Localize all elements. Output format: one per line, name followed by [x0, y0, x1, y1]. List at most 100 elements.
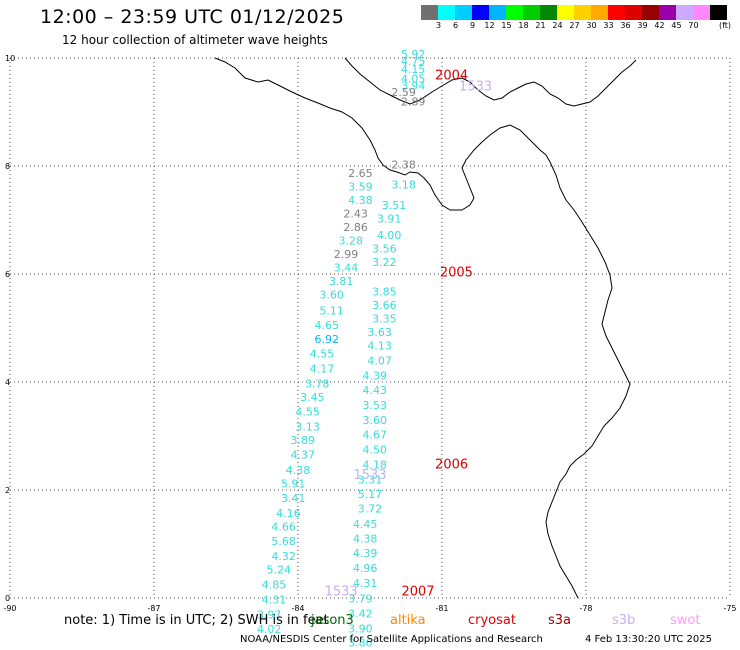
- wave-height-value: 2.99: [334, 248, 359, 261]
- wave-height-value: 4.67: [363, 429, 388, 442]
- wave-height-value: 4.96: [353, 562, 378, 575]
- wave-height-value: 3.35: [372, 313, 397, 326]
- color-swatch-17: [710, 5, 727, 20]
- wave-height-value: 4.43: [363, 384, 388, 397]
- coastline-central-america: [214, 57, 551, 211]
- wave-height-value: 2.43: [343, 207, 368, 220]
- color-swatch-3: [472, 5, 489, 20]
- satellite-legend-altika: altika: [390, 613, 426, 628]
- color-legend-label: 6: [452, 21, 459, 30]
- wave-height-value: 4.38: [353, 532, 378, 545]
- color-swatch-4: [489, 5, 506, 20]
- pass-time-label: 2006: [435, 457, 468, 472]
- wave-height-value: 4.18: [363, 458, 388, 471]
- wave-height-value: 3.89: [291, 434, 316, 447]
- pass-time-label: 2007: [401, 584, 434, 599]
- wave-height-value: 3.22: [372, 256, 397, 269]
- wave-height-value: 3.78: [305, 377, 330, 390]
- wave-height-value: 4.02: [257, 623, 282, 636]
- x-tick-label: -87: [147, 604, 160, 613]
- wave-height-value: 3.79: [348, 592, 373, 605]
- pass-time-label: 2005: [440, 266, 473, 281]
- wave-height-value: 4.55: [295, 405, 320, 418]
- wave-height-value: 3.85: [372, 286, 397, 299]
- wave-height-value: 3.51: [382, 199, 407, 212]
- color-legend-label: 30: [586, 21, 597, 30]
- wave-height-value: 6.92: [315, 333, 340, 346]
- color-legend-label: 21: [535, 21, 546, 30]
- wave-height-value: 4.05: [401, 72, 426, 85]
- color-legend-label: 24: [552, 21, 563, 30]
- color-swatch-15: [676, 5, 693, 20]
- color-swatch-6: [523, 5, 540, 20]
- wave-height-value: 3.42: [348, 607, 373, 620]
- wave-height-value: 3.59: [348, 180, 373, 193]
- wave-height-value: 3.72: [358, 503, 383, 516]
- wave-height-value: 4.50: [363, 443, 388, 456]
- wave-height-value: 3.81: [329, 275, 354, 288]
- wave-height-value: 4.75: [401, 55, 426, 68]
- coastline-caribbean: [344, 57, 637, 107]
- color-legend-label: 39: [637, 21, 648, 30]
- color-legend-label: 15: [501, 21, 512, 30]
- color-legend-label: 70: [688, 21, 699, 30]
- wave-height-value: 4.16: [276, 507, 301, 520]
- wave-height-value: 3.31: [358, 474, 383, 487]
- color-legend-label: 36: [620, 21, 631, 30]
- wave-height-value: 4.66: [271, 521, 296, 534]
- wave-height-value: 4.00: [377, 229, 402, 242]
- wave-height-value: 4.38: [286, 464, 311, 477]
- map-title: 12:00 – 23:59 UTC 01/12/2025: [40, 6, 345, 28]
- wave-height-value: 3.91: [377, 213, 402, 226]
- wave-height-value: 3.63: [367, 326, 392, 339]
- color-legend-label: 9: [469, 21, 476, 30]
- color-swatch-12: [625, 5, 642, 20]
- coastline: [214, 57, 637, 599]
- wave-height-value: 4.15: [401, 63, 426, 76]
- wave-height-value: 3.41: [281, 492, 306, 505]
- wave-height-value: 4.32: [271, 550, 296, 563]
- satellite-legend-s3a: s3a: [548, 613, 572, 628]
- y-tick-label: 8: [5, 162, 10, 171]
- wave-height-value: 3.53: [363, 399, 388, 412]
- x-tick-label: -81: [435, 604, 448, 613]
- y-tick-label: 0: [5, 594, 10, 603]
- wave-height-value: 5.17: [358, 488, 383, 501]
- color-swatch-16: [693, 5, 710, 20]
- color-legend-label: 12: [484, 21, 495, 30]
- generation-timestamp: 4 Feb 13:30:20 UTC 2025: [585, 634, 712, 645]
- color-legend: [421, 5, 727, 20]
- wave-height-value: 3.60: [319, 288, 344, 301]
- wave-height-value: 4.55: [310, 348, 335, 361]
- wave-height-value: 4.37: [291, 449, 316, 462]
- wave-height-value: 2.38: [391, 159, 416, 172]
- wave-height-value: 3.97: [257, 609, 282, 622]
- wave-height-value: 3.86: [348, 637, 373, 650]
- wave-height-value: 3.28: [339, 234, 364, 247]
- wave-height-value: 4.65: [315, 319, 340, 332]
- pass-time-label: 1533: [459, 79, 492, 94]
- pass-time-label: 1533: [325, 584, 358, 599]
- wave-height-value: 4.39: [353, 547, 378, 560]
- wave-height-value: 4.13: [367, 340, 392, 353]
- color-legend-label: 27: [569, 21, 580, 30]
- y-tick-label: 6: [5, 270, 10, 279]
- color-swatch-2: [455, 5, 472, 20]
- wave-height-value: 2.65: [348, 167, 373, 180]
- satellite-legend-s3b: s3b: [612, 613, 636, 628]
- color-swatch-5: [506, 5, 523, 20]
- wave-height-value: 3.18: [391, 179, 416, 192]
- color-swatch-14: [659, 5, 676, 20]
- y-tick-label: 4: [5, 378, 10, 387]
- color-swatch-1: [438, 5, 455, 20]
- wave-height-value: 3.13: [295, 421, 320, 434]
- color-swatch-11: [608, 5, 625, 20]
- wave-height-value: 5.24: [267, 564, 292, 577]
- color-swatch-7: [540, 5, 557, 20]
- color-swatch-10: [591, 5, 608, 20]
- satellite-legend-jason3: jason3: [311, 613, 354, 628]
- wave-height-value: 4.45: [353, 518, 378, 531]
- color-legend-label: 42: [654, 21, 665, 30]
